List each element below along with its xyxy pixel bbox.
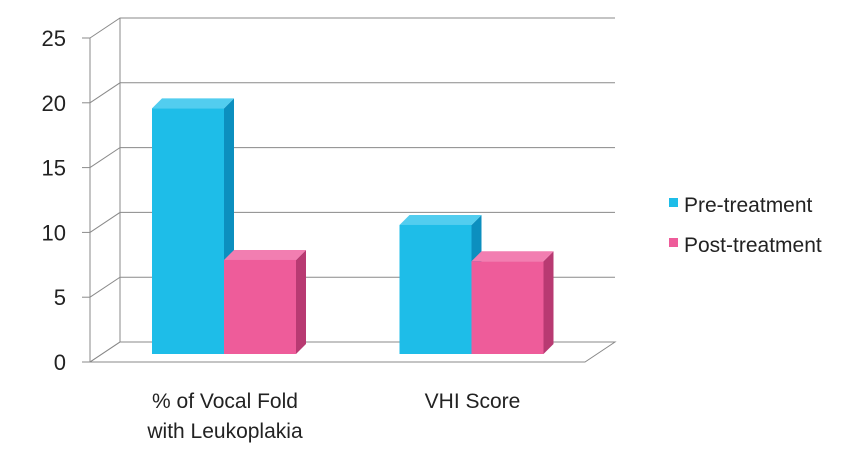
y-axis-ticks: 0 5 10 15 20 25 xyxy=(42,26,90,375)
gridline xyxy=(89,147,615,169)
bar xyxy=(471,251,554,354)
y-tick-label: 15 xyxy=(42,156,66,181)
bar xyxy=(152,98,234,354)
bar xyxy=(224,249,306,354)
legend-label: Pre-treatment xyxy=(684,194,813,217)
bar xyxy=(399,214,482,354)
y-tick-label: 0 xyxy=(54,350,66,375)
y-tick-label: 5 xyxy=(54,285,66,310)
bar-top xyxy=(152,98,234,109)
gridline xyxy=(89,211,615,233)
bar-side xyxy=(296,249,306,354)
bars xyxy=(152,98,554,354)
gridline xyxy=(89,17,615,39)
bar-front xyxy=(399,224,472,354)
y-tick-label: 10 xyxy=(42,220,66,245)
bar-front xyxy=(471,261,544,354)
gridline xyxy=(89,82,615,104)
bar-front xyxy=(152,108,224,354)
bar-top xyxy=(224,249,306,260)
bar-top xyxy=(399,214,482,225)
x-axis-labels: % of Vocal Fold with Leukoplakia VHI Score xyxy=(146,390,520,443)
legend: Pre-treatment Post-treatment xyxy=(669,194,822,257)
x-tick-label: VHI Score xyxy=(425,390,521,413)
legend-swatch xyxy=(669,238,678,247)
x-tick-label: % of Vocal Fold with Leukoplakia xyxy=(146,390,303,443)
y-tick-label: 25 xyxy=(42,26,66,51)
bar-front xyxy=(224,259,296,354)
legend-swatch xyxy=(669,198,678,207)
bar-top xyxy=(471,251,554,262)
bar-side xyxy=(543,251,554,354)
legend-label: Post-treatment xyxy=(684,234,822,257)
y-tick-label: 20 xyxy=(42,91,66,116)
